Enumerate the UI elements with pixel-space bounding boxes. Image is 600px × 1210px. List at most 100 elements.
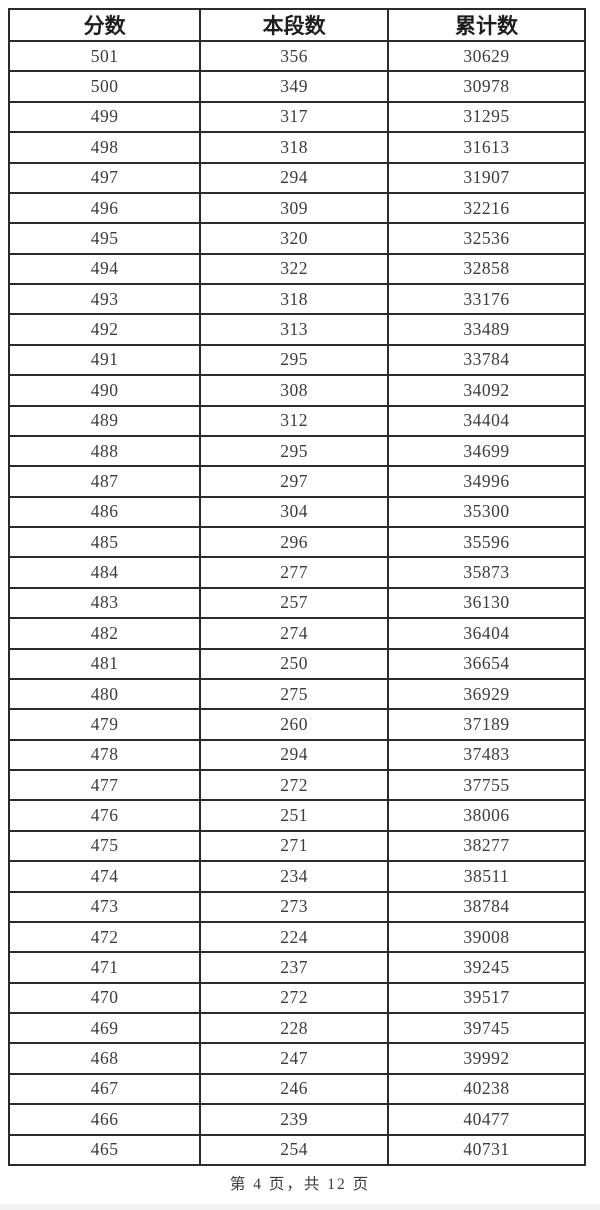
- table-cell: 308: [199, 374, 389, 407]
- table-cell: 39245: [386, 951, 587, 984]
- table-cell: 498: [7, 131, 202, 164]
- table-cell: 257: [199, 586, 389, 620]
- table-row: 495 320 32536: [7, 222, 587, 255]
- table-cell: 476: [7, 799, 202, 832]
- table-cell: 499: [7, 100, 202, 134]
- table-row: 472 224 39008: [7, 920, 587, 954]
- table-cell: 304: [199, 495, 389, 529]
- table-cell: 31613: [386, 131, 587, 164]
- table-row: 482 274 36404: [7, 617, 587, 650]
- table-cell: 272: [199, 981, 389, 1015]
- table-cell: 271: [199, 829, 389, 863]
- table-cell: 35873: [386, 556, 587, 589]
- table-row: 467 246 40238: [7, 1072, 587, 1106]
- table-row: 469 228 39745: [7, 1011, 587, 1045]
- table-cell: 497: [7, 161, 202, 194]
- table-cell: 38511: [386, 860, 587, 893]
- column-header-score: 分数: [7, 8, 202, 42]
- table-cell: 489: [7, 404, 202, 437]
- table-cell: 470: [7, 981, 202, 1015]
- page-bottom-edge: [0, 1204, 600, 1210]
- table-row: 499 317 31295: [7, 100, 587, 134]
- table-cell: 37483: [386, 738, 587, 772]
- table-row: 497 294 31907: [7, 161, 587, 194]
- table-cell: 488: [7, 434, 202, 468]
- table-cell: 500: [7, 70, 202, 103]
- column-header-segment-count: 本段数: [199, 8, 389, 42]
- table-cell: 485: [7, 525, 202, 559]
- table-cell: 483: [7, 586, 202, 620]
- table-cell: 496: [7, 191, 202, 225]
- table-cell: 317: [199, 100, 389, 134]
- table-cell: 38784: [386, 890, 587, 923]
- table-cell: 228: [199, 1011, 389, 1045]
- table-row: 493 318 33176: [7, 282, 587, 316]
- table-row: 477 272 37755: [7, 768, 587, 802]
- table-cell: 472: [7, 920, 202, 954]
- table-cell: 309: [199, 191, 389, 225]
- table-cell: 466: [7, 1103, 202, 1136]
- table-cell: 479: [7, 708, 202, 741]
- table-cell: 38006: [386, 799, 587, 832]
- table-cell: 37755: [386, 768, 587, 802]
- table-cell: 273: [199, 890, 389, 923]
- table-cell: 33489: [386, 313, 587, 346]
- table-cell: 36130: [386, 586, 587, 620]
- table-cell: 30629: [386, 39, 587, 73]
- table-cell: 320: [199, 222, 389, 255]
- table-cell: 251: [199, 799, 389, 832]
- table-cell: 39517: [386, 981, 587, 1015]
- table-row: 496 309 32216: [7, 191, 587, 225]
- table-cell: 37189: [386, 708, 587, 741]
- table-cell: 318: [199, 282, 389, 316]
- table-cell: 36929: [386, 677, 587, 711]
- table-cell: 34699: [386, 434, 587, 468]
- table-cell: 313: [199, 313, 389, 346]
- table-cell: 480: [7, 677, 202, 711]
- page-number-footer: 第 4 页，共 12 页: [229, 1176, 371, 1193]
- table-cell: 36654: [386, 647, 587, 680]
- table-cell: 34996: [386, 465, 587, 498]
- table-cell: 33176: [386, 282, 587, 316]
- table-row: 468 247 39992: [7, 1042, 587, 1075]
- table-cell: 40477: [386, 1103, 587, 1136]
- table-cell: 349: [199, 70, 389, 103]
- table-row: 480 275 36929: [7, 677, 587, 711]
- table-cell: 468: [7, 1042, 202, 1075]
- table-cell: 491: [7, 343, 202, 377]
- column-header-cumulative-count: 累计数: [386, 8, 587, 42]
- table-cell: 294: [199, 738, 389, 772]
- table-cell: 486: [7, 495, 202, 529]
- table-cell: 260: [199, 708, 389, 741]
- table-cell: 474: [7, 860, 202, 893]
- table-cell: 247: [199, 1042, 389, 1075]
- table-cell: 492: [7, 313, 202, 346]
- table-cell: 297: [199, 465, 389, 498]
- table-cell: 34404: [386, 404, 587, 437]
- table-cell: 482: [7, 617, 202, 650]
- table-row: 485 296 35596: [7, 525, 587, 559]
- table-cell: 475: [7, 829, 202, 863]
- table-cell: 322: [199, 252, 389, 286]
- table-cell: 487: [7, 465, 202, 498]
- table-cell: 481: [7, 647, 202, 680]
- table-cell: 39992: [386, 1042, 587, 1075]
- table-row: 465 254 40731: [7, 1133, 587, 1166]
- table-row: 470 272 39517: [7, 981, 587, 1015]
- table-cell: 275: [199, 677, 389, 711]
- table-cell: 478: [7, 738, 202, 772]
- table-row: 471 237 39245: [7, 951, 587, 984]
- table-header-row: 分数 本段数 累计数: [7, 8, 587, 42]
- table-cell: 473: [7, 890, 202, 923]
- table-cell: 35596: [386, 525, 587, 559]
- table-cell: 246: [199, 1072, 389, 1106]
- table-cell: 33784: [386, 343, 587, 377]
- table-cell: 277: [199, 556, 389, 589]
- table-cell: 32536: [386, 222, 587, 255]
- table-row: 498 318 31613: [7, 131, 587, 164]
- table-cell: 40731: [386, 1133, 587, 1166]
- table-row: 487 297 34996: [7, 465, 587, 498]
- table-row: 500 349 30978: [7, 70, 587, 103]
- table-cell: 31907: [386, 161, 587, 194]
